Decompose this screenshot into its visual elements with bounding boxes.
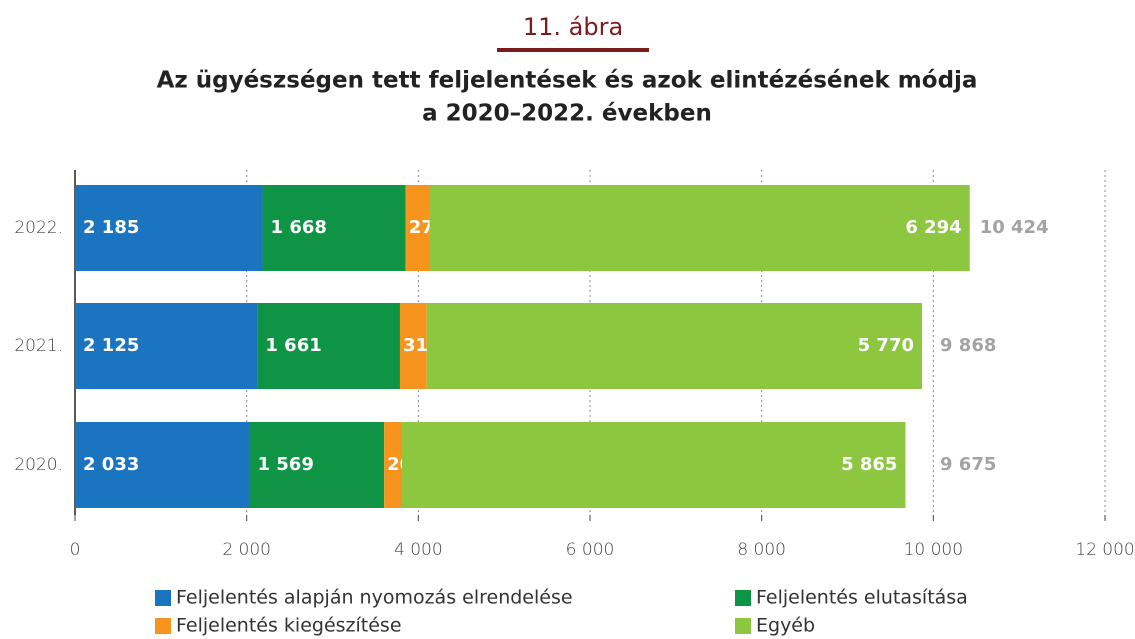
- bar-segment: [75, 303, 258, 389]
- legend-label: Feljelentés alapján nyomozás elrendelése: [176, 587, 573, 609]
- x-tick-label: 2 000: [222, 540, 271, 560]
- y-tick-label: 2021.: [14, 336, 63, 356]
- legend-label: Feljelentés elutasítása: [756, 587, 968, 609]
- total-label: 9 868: [940, 335, 996, 356]
- bar-segment: [399, 303, 427, 389]
- value-label: 1 661: [265, 335, 321, 356]
- bar-segment: [402, 422, 906, 508]
- value-label: 1 668: [271, 217, 327, 238]
- bar-segment: [75, 422, 250, 508]
- bar-segment: [249, 422, 385, 508]
- x-tick-label: 12 000: [1075, 540, 1134, 560]
- chart-title: Az ügyészségen tett feljelentések és azo…: [157, 68, 978, 94]
- figure-underline: [497, 48, 649, 52]
- x-tick-label: 6 000: [566, 540, 615, 560]
- bar-segment: [405, 185, 430, 271]
- legend-swatch: [155, 618, 171, 634]
- total-label: 10 424: [980, 217, 1049, 238]
- y-tick-label: 2020.: [14, 455, 63, 475]
- legend-swatch: [735, 618, 751, 634]
- value-label: 5 770: [858, 335, 914, 356]
- bar-segment: [429, 185, 970, 271]
- legend-label: Feljelentés kiegészítése: [176, 615, 402, 637]
- bar-segment: [384, 422, 403, 508]
- chart-title: a 2020–2022. években: [422, 101, 712, 127]
- total-label: 9 675: [940, 454, 996, 475]
- x-tick-label: 4 000: [394, 540, 443, 560]
- x-tick-label: 0: [70, 540, 81, 560]
- x-tick-label: 8 000: [737, 540, 786, 560]
- legend-swatch: [735, 590, 751, 606]
- value-label: 2 185: [83, 217, 139, 238]
- y-tick-label: 2022.: [14, 218, 63, 238]
- bar-segment: [257, 303, 400, 389]
- value-label: 1 569: [257, 454, 313, 475]
- bar-segment: [426, 303, 923, 389]
- value-label: 2 125: [83, 335, 139, 356]
- figure-label: 11. ábra: [523, 13, 623, 41]
- legend-label: Egyéb: [756, 615, 815, 637]
- value-label: 2 033: [83, 454, 139, 475]
- value-label: 6 294: [905, 217, 961, 238]
- legend-swatch: [155, 590, 171, 606]
- x-tick-label: 10 000: [904, 540, 963, 560]
- value-label: 5 865: [841, 454, 897, 475]
- bar-segment: [262, 185, 406, 271]
- bar-segment: [75, 185, 263, 271]
